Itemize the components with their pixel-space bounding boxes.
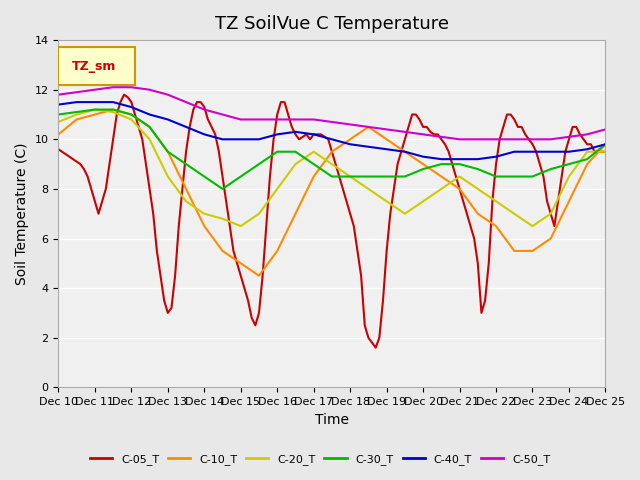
Legend: C-05_T, C-10_T, C-20_T, C-30_T, C-40_T, C-50_T: C-05_T, C-10_T, C-20_T, C-30_T, C-40_T, … (86, 450, 554, 469)
FancyBboxPatch shape (58, 47, 135, 85)
X-axis label: Time: Time (315, 413, 349, 427)
Text: TZ_sm: TZ_sm (72, 60, 116, 72)
Title: TZ SoilVue C Temperature: TZ SoilVue C Temperature (215, 15, 449, 33)
Y-axis label: Soil Temperature (C): Soil Temperature (C) (15, 143, 29, 285)
